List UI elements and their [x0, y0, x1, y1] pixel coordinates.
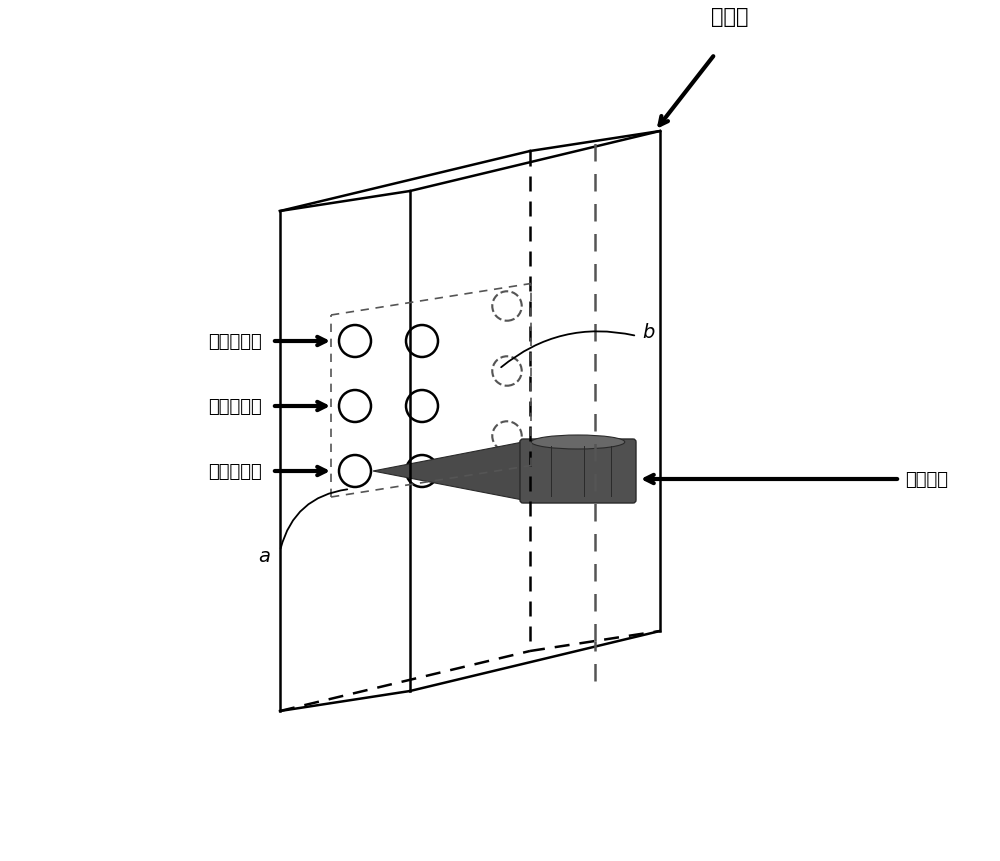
- Text: 外表面: 外表面: [711, 7, 749, 27]
- FancyBboxPatch shape: [520, 439, 636, 504]
- Text: a: a: [258, 547, 270, 566]
- Ellipse shape: [531, 436, 625, 449]
- Polygon shape: [373, 442, 528, 501]
- Text: 第一微结构: 第一微结构: [208, 462, 262, 480]
- Text: b: b: [642, 322, 654, 341]
- Text: 第二微结构: 第二微结构: [208, 398, 262, 416]
- Text: 第三微结构: 第三微结构: [208, 332, 262, 350]
- Text: 聚焦激光: 聚焦激光: [905, 470, 948, 488]
